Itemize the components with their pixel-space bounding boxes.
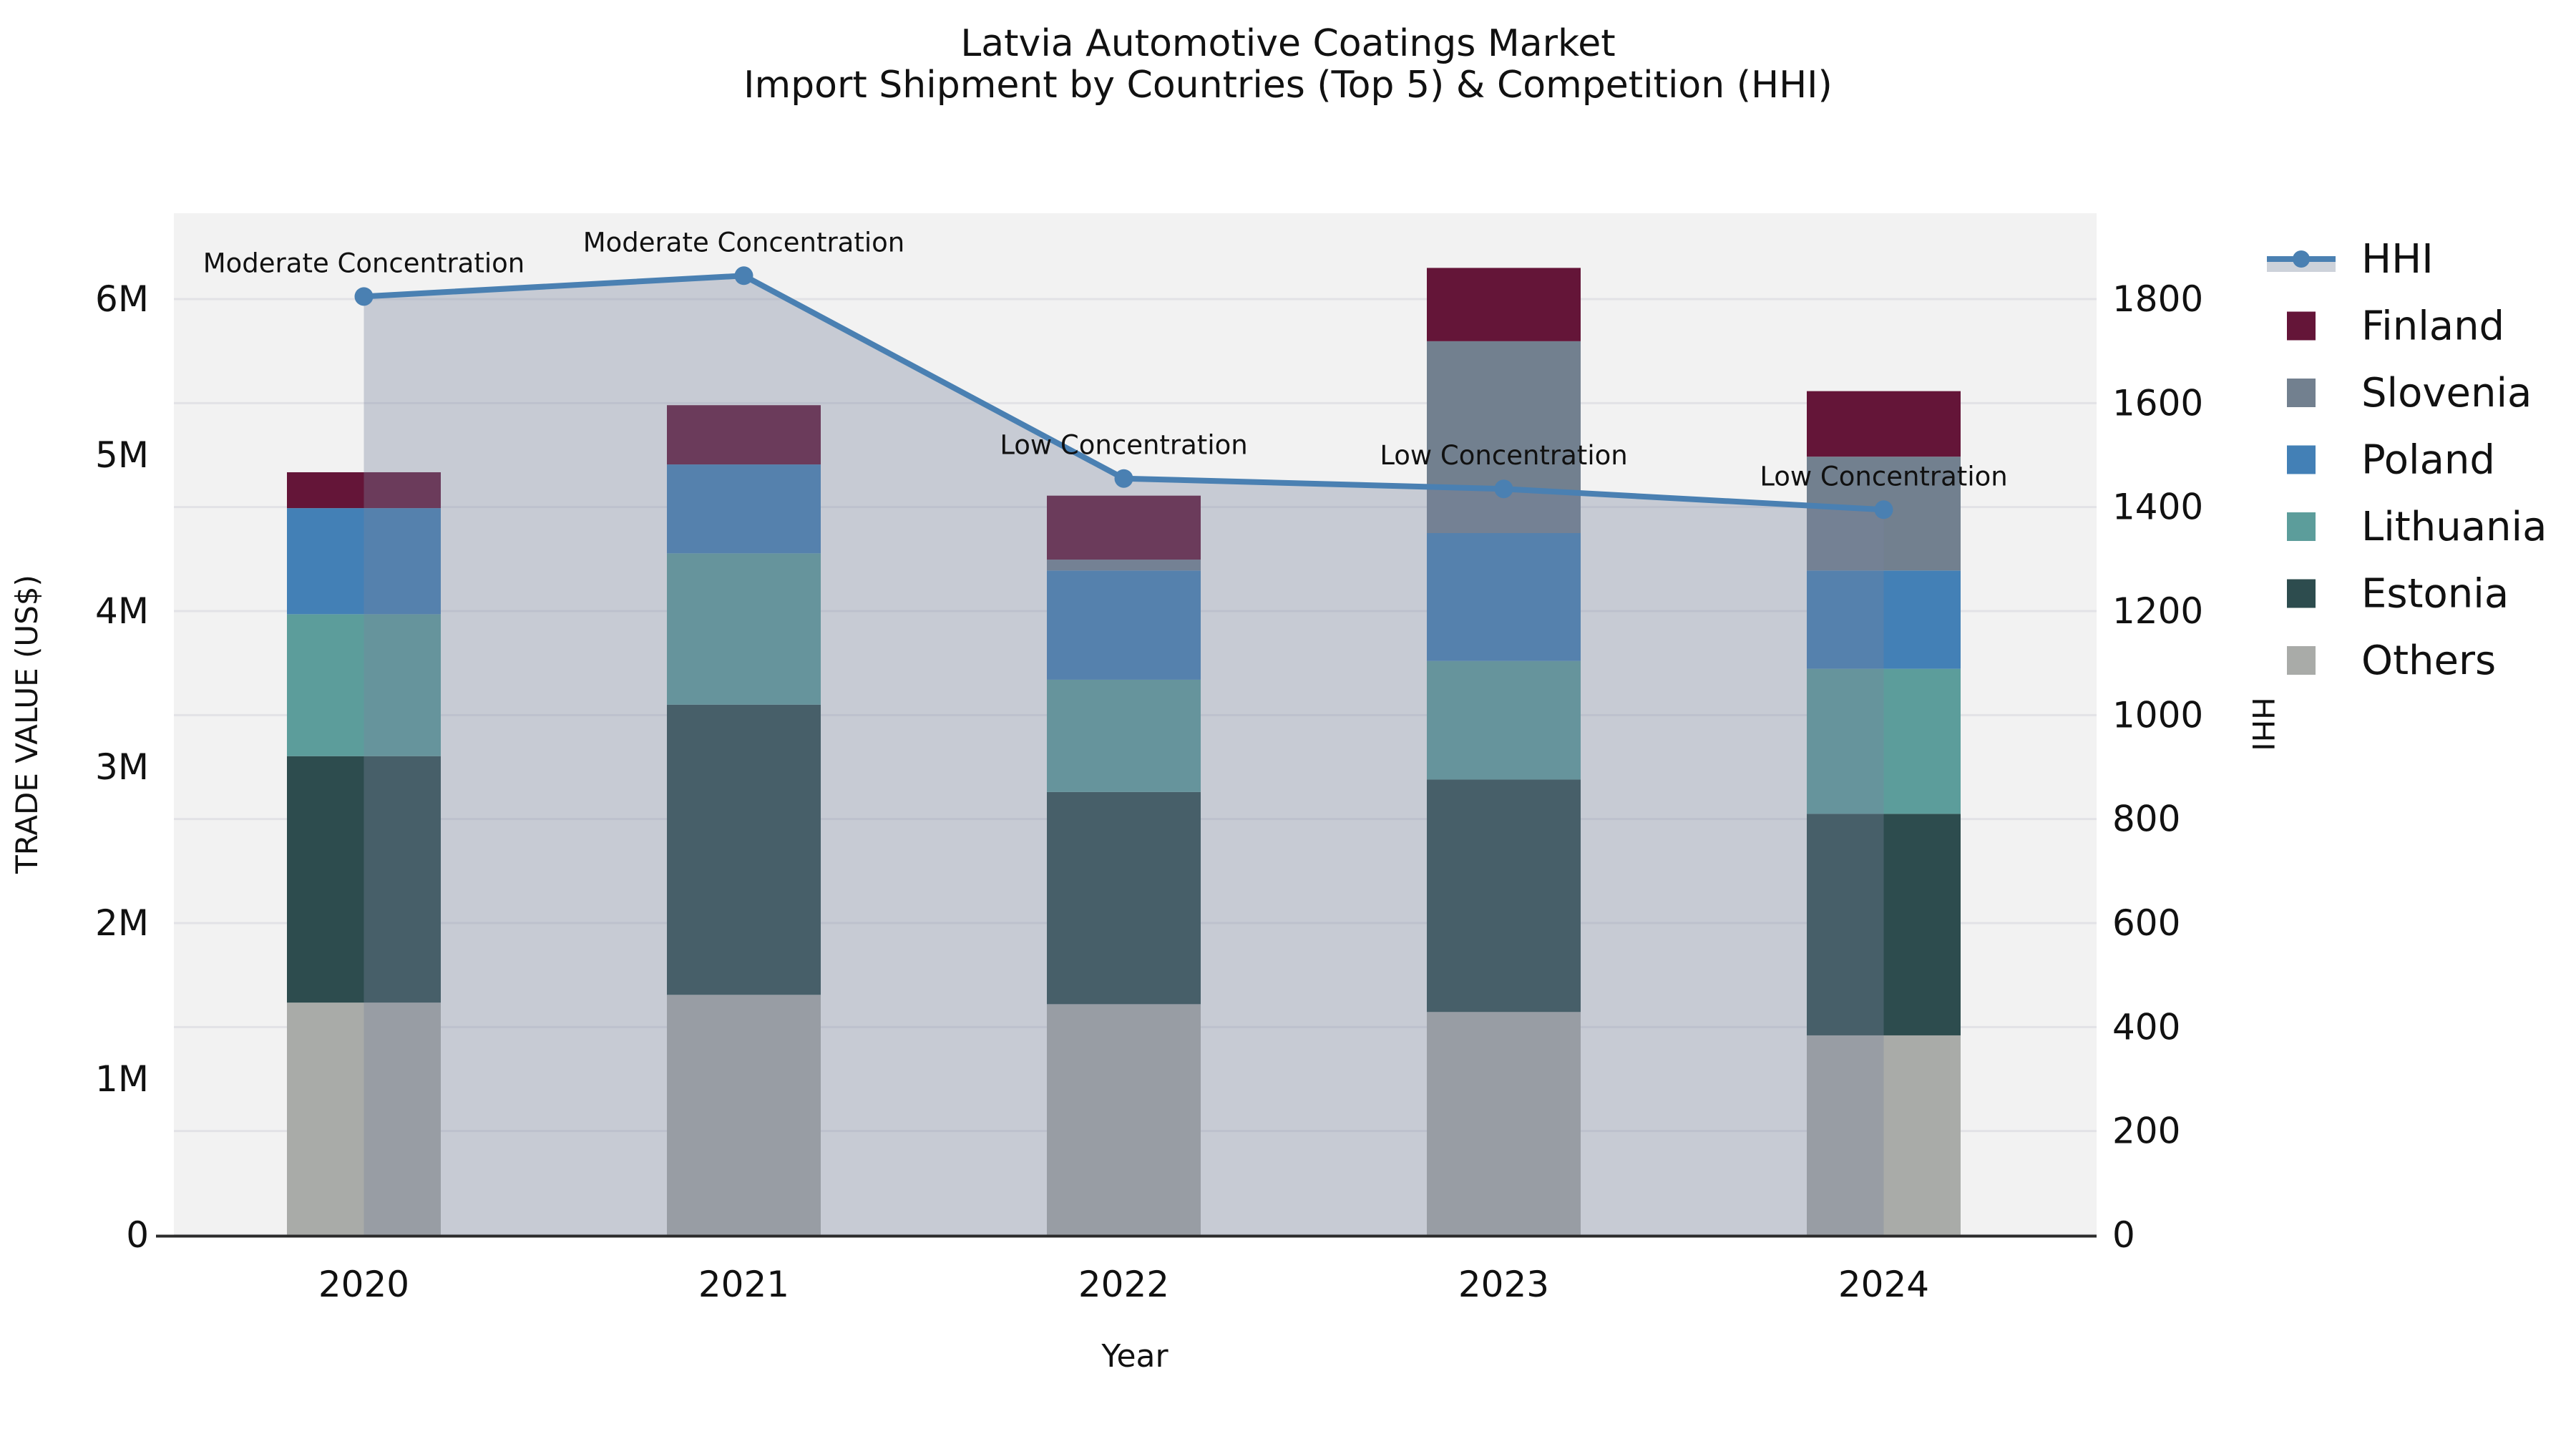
y-right-tick-label: 200	[2112, 1111, 2180, 1152]
chart-title-line1: Latvia Automotive Coatings Market	[960, 22, 1615, 65]
bar-segment-2024-finland	[1807, 391, 1961, 457]
annotation-2022: Low Concentration	[1000, 430, 1247, 461]
legend-label-poland: Poland	[2361, 437, 2495, 484]
annotations-layer: Moderate Concentration Moderate Concentra…	[203, 227, 2008, 492]
y-left-tick-label: 3M	[95, 746, 149, 788]
x-tick-label-2020: 2020	[318, 1264, 409, 1305]
hhi-area-fill-layer	[364, 275, 1884, 1235]
bar-segment-2021-others	[667, 995, 821, 1235]
bar-segment-2023-poland	[1427, 533, 1581, 661]
legend-label-finland: Finland	[2361, 303, 2504, 350]
bar-segment-2024-poland	[1807, 570, 1961, 669]
annotation-2023: Low Concentration	[1380, 440, 1627, 471]
bar-segment-2024-lithuania	[1807, 668, 1961, 814]
y-right-axis-title: HHI	[2245, 697, 2280, 751]
y-right-tick-label: 1400	[2112, 487, 2203, 528]
bar-segment-2022-lithuania	[1047, 679, 1201, 792]
bar-segment-2020-estonia	[287, 756, 441, 1003]
x-tick-label-2021: 2021	[698, 1264, 789, 1305]
tick-labels-layer: 0 1M 2M 3M 4M 5M 6M 0 200 400 600 800 1000 1200 1400 16…	[95, 278, 2203, 1305]
y-left-tick-label: 2M	[95, 902, 149, 944]
bar-segment-2022-poland	[1047, 570, 1201, 680]
bar-segment-2020-lithuania	[287, 614, 441, 756]
y-right-tick-label: 1200	[2112, 590, 2203, 632]
hhi-point-2023	[1494, 479, 1513, 499]
legend-swatch-poland	[2287, 445, 2316, 474]
legend-label-others: Others	[2361, 638, 2496, 684]
legend-swatch-slovenia	[2287, 379, 2316, 407]
x-tick-label-2024: 2024	[1838, 1264, 1929, 1305]
hhi-point-2020	[354, 287, 374, 306]
y-left-tick-label: 0	[126, 1214, 149, 1256]
legend-swatch-lithuania	[2287, 512, 2316, 541]
y-right-tick-label: 600	[2112, 902, 2180, 944]
bar-segment-2023-others	[1427, 1012, 1581, 1235]
bar-segment-2023-estonia	[1427, 779, 1581, 1013]
bar-segment-2022-estonia	[1047, 791, 1201, 1005]
y-left-tick-label: 4M	[95, 590, 149, 632]
y-left-tick-label: 1M	[95, 1058, 149, 1100]
y-right-tick-label: 1800	[2112, 278, 2203, 320]
y-right-tick-label: 400	[2112, 1006, 2180, 1048]
bar-segment-2024-others	[1807, 1035, 1961, 1235]
x-tick-label-2023: 2023	[1458, 1264, 1549, 1305]
legend-label-estonia: Estonia	[2361, 571, 2509, 618]
y-left-tick-label: 5M	[95, 434, 149, 476]
y-right-tick-label: 800	[2112, 799, 2180, 840]
annotation-2024: Low Concentration	[1760, 461, 2007, 492]
legend-label-lithuania: Lithuania	[2361, 504, 2547, 550]
y-right-tick-label: 0	[2112, 1214, 2135, 1256]
legend-swatch-finland	[2287, 311, 2316, 341]
stacked-bars-layer	[287, 268, 1961, 1235]
bar-segment-2023-finland	[1427, 268, 1581, 341]
legend-label-slovenia: Slovenia	[2361, 370, 2532, 416]
y-right-tick-label: 1600	[2112, 382, 2203, 424]
hhi-area-fill	[364, 275, 1884, 1235]
y-right-tick-label: 1000	[2112, 694, 2203, 736]
annotation-2021: Moderate Concentration	[583, 227, 904, 258]
bar-segment-2021-finland	[667, 405, 821, 465]
legend: HHI Finland Slovenia Poland Lithuania Estonia…	[2267, 236, 2547, 684]
legend-swatch-estonia	[2287, 579, 2316, 608]
y-left-axis-title: TRADE VALUE (US$)	[9, 575, 44, 874]
hhi-point-2021	[734, 266, 753, 286]
hhi-point-2022	[1114, 469, 1133, 488]
legend-hhi-marker	[2293, 250, 2310, 268]
bar-segment-2021-estonia	[667, 704, 821, 995]
x-axis-title: Year	[1101, 1338, 1169, 1375]
hhi-line-layer	[354, 266, 1893, 519]
chart-title-line2: Import Shipment by Countries (Top 5) & C…	[743, 64, 1833, 107]
bar-segment-2021-lithuania	[667, 553, 821, 705]
bar-segment-2022-slovenia	[1047, 560, 1201, 571]
bar-segment-2023-lithuania	[1427, 660, 1581, 780]
bar-segment-2021-poland	[667, 464, 821, 554]
y-left-tick-label: 6M	[95, 278, 149, 320]
x-tick-label-2022: 2022	[1078, 1264, 1169, 1305]
legend-swatch-others	[2287, 646, 2316, 675]
bar-segment-2022-others	[1047, 1004, 1201, 1235]
bar-segment-2020-others	[287, 1002, 441, 1235]
bar-segment-2020-poland	[287, 508, 441, 615]
annotation-2020: Moderate Concentration	[203, 248, 525, 278]
hhi-point-2024	[1874, 500, 1893, 519]
bar-segment-2023-slovenia	[1427, 341, 1581, 533]
bar-segment-2024-estonia	[1807, 814, 1961, 1035]
legend-label-hhi: HHI	[2361, 236, 2434, 283]
bar-segment-2022-finland	[1047, 495, 1201, 560]
bar-segment-2020-finland	[287, 472, 441, 509]
